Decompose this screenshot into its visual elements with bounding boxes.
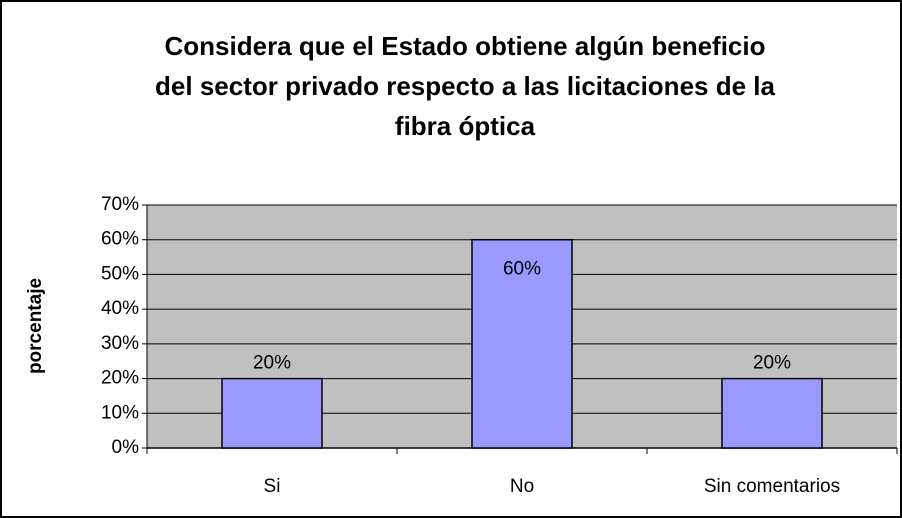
- y-tick-label: 10%: [101, 402, 139, 423]
- y-axis-label: porcentaje: [25, 278, 46, 374]
- y-tick-label: 20%: [101, 368, 139, 389]
- x-tick-label: Sin comentarios: [704, 476, 840, 497]
- data-label: 20%: [753, 353, 791, 374]
- chart-title: del sector privado respecto a las licita…: [155, 71, 775, 101]
- y-tick-label: 70%: [101, 194, 139, 215]
- bar: [471, 238, 573, 449]
- y-tick-label: 50%: [101, 263, 139, 284]
- data-label: 20%: [253, 353, 291, 374]
- y-tick-label: 40%: [101, 298, 139, 319]
- bar: [721, 377, 823, 449]
- data-label: 60%: [503, 259, 541, 280]
- bar: [221, 377, 323, 449]
- y-tick-label: 0%: [112, 437, 140, 458]
- y-tick-label: 30%: [101, 333, 139, 354]
- chart-title: Considera que el Estado obtiene algún be…: [165, 31, 766, 61]
- y-tick-label: 60%: [101, 229, 139, 250]
- chart-title: fibra óptica: [395, 111, 536, 141]
- x-tick-label: Si: [264, 476, 281, 497]
- x-tick-label: No: [510, 476, 534, 497]
